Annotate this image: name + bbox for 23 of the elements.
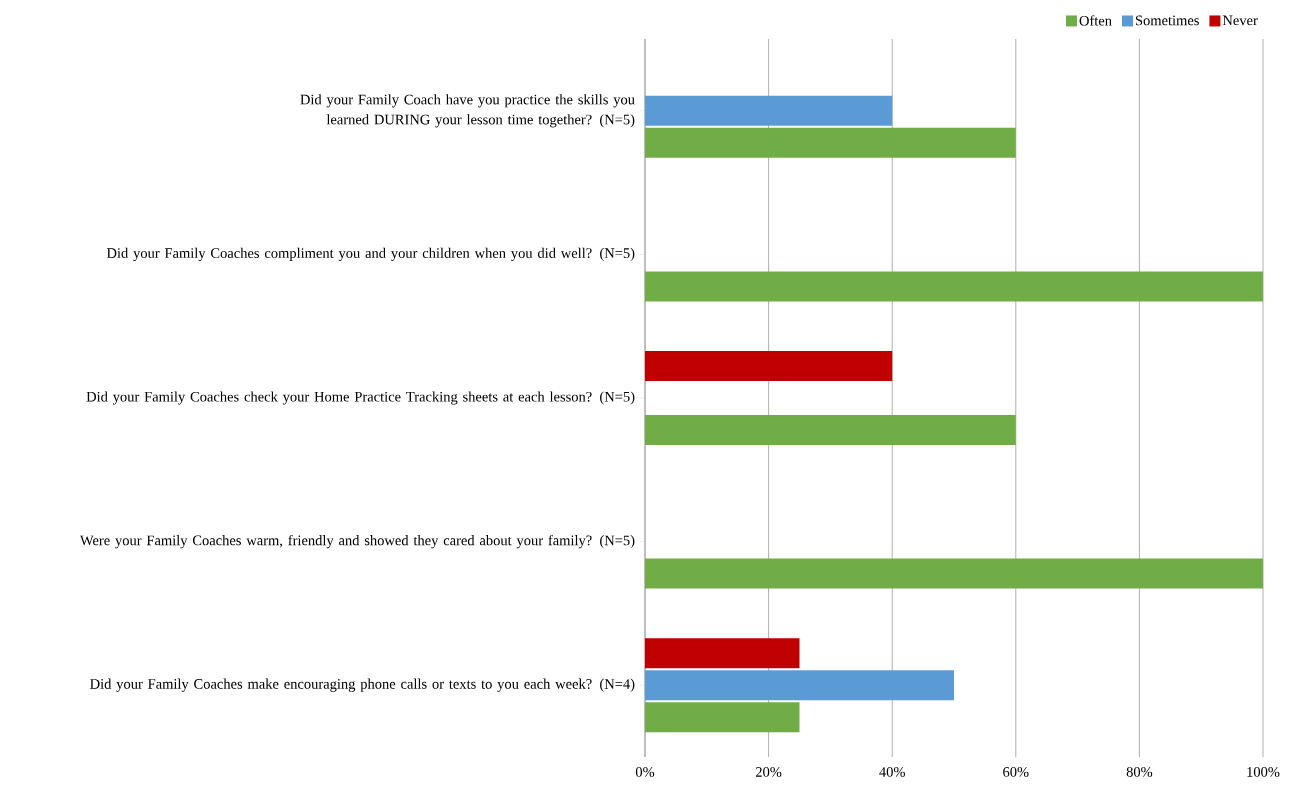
- x-tick-label: 20%: [755, 767, 782, 777]
- legend-label: Never: [1222, 15, 1258, 26]
- x-tick-label: 40%: [879, 767, 905, 777]
- legend-label: Sometimes: [1135, 15, 1199, 26]
- bar: [645, 558, 1264, 589]
- x-tick-label: 80%: [1126, 767, 1153, 777]
- bar: [645, 271, 1264, 302]
- bar: [645, 351, 893, 382]
- bar: [645, 95, 893, 126]
- x-tick-label: 0%: [635, 767, 655, 777]
- y-tick-label: Did your Family Coach have you practice the skills you learned DURING your lesson time together? (N=5): [300, 94, 635, 128]
- bar: [645, 638, 800, 669]
- y-tick-label: Were your Family Coaches warm, friendly and showed they cared about your family? (N=5): [79, 534, 635, 549]
- y-tick-label: Did your Family Coaches check your Home Practice Tracking sheets at each lesson? (N=5): [86, 391, 635, 405]
- bar: [645, 127, 1016, 158]
- y-tick-label: Did your Family Coaches make encouraging phone calls or texts to you each week? (N=4): [90, 678, 635, 692]
- y-tick-label: Did your Family Coaches compliment you and your children when you did well? (N=5): [106, 247, 635, 261]
- x-tick-label: 60%: [1003, 767, 1029, 777]
- x-tick-label: 100%: [1247, 767, 1280, 777]
- legend-label: Often: [1079, 15, 1112, 26]
- bar: [645, 702, 800, 733]
- bar: [645, 415, 1016, 445]
- bar: [645, 670, 954, 701]
